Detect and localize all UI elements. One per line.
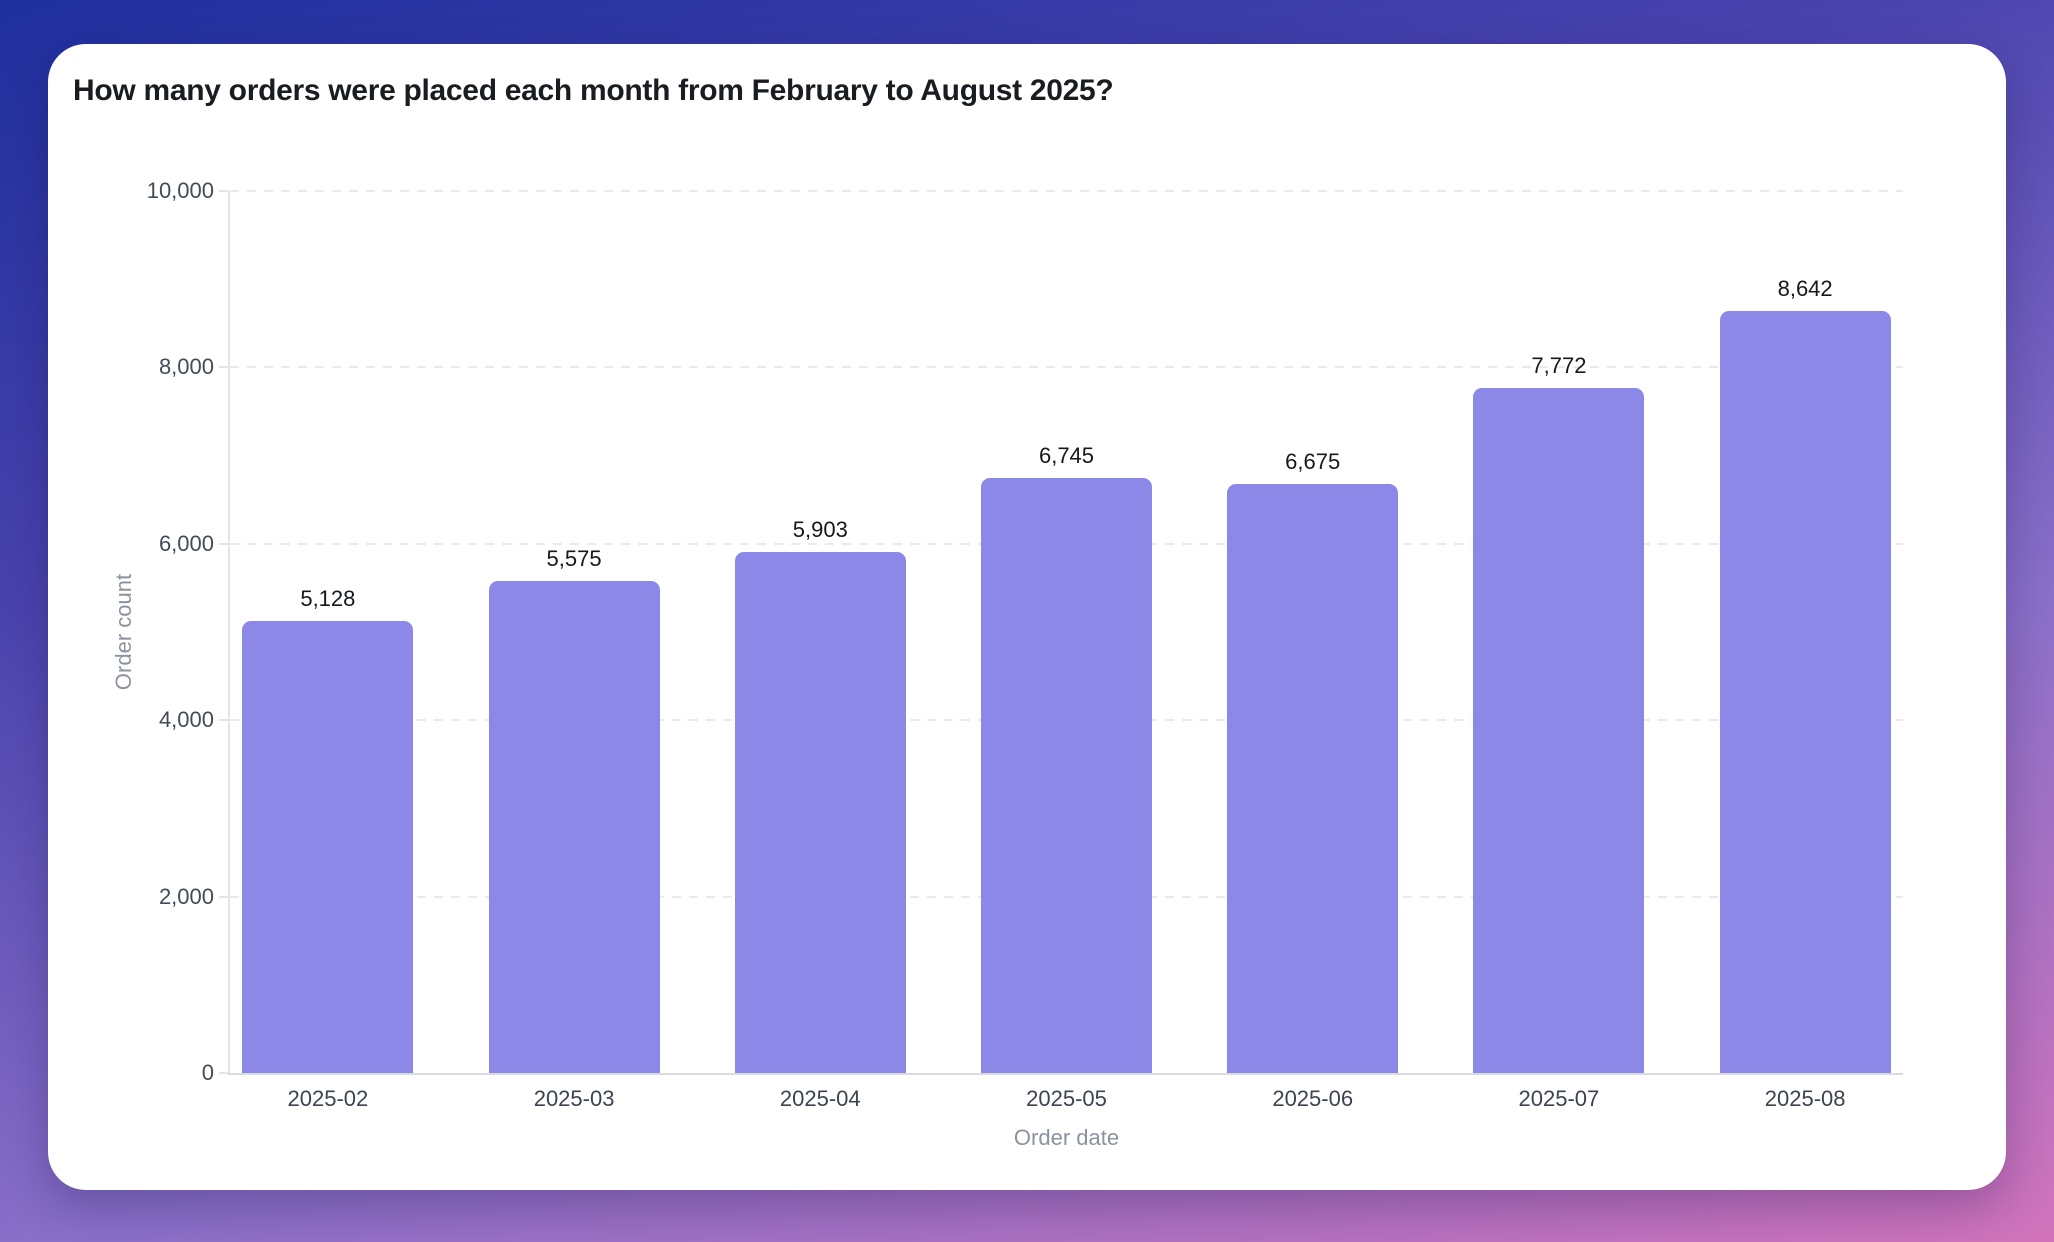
y-tick-label: 10,000: [146, 178, 214, 203]
y-tick-mark: [219, 1072, 228, 1074]
x-tick-label: 2025-08: [1764, 1086, 1846, 1111]
y-tick-mark: [219, 719, 228, 722]
bar-value-label: 7,772: [1531, 352, 1587, 378]
y-tick-label: 0: [201, 1060, 214, 1085]
x-axis-title: Order date: [1013, 1125, 1120, 1150]
plot-area: Order count Order date 0 2,000 4,000 6,000 8…: [111, 178, 1903, 1150]
y-axis-line: [228, 191, 230, 1074]
bar-value-label: 8,642: [1777, 275, 1833, 301]
bar-2025-05: [980, 478, 1153, 1073]
x-tick-label: 2025-03: [533, 1086, 615, 1111]
y-tick-mark: [219, 542, 228, 545]
bar-value-label: 6,675: [1285, 449, 1341, 475]
y-tick-label: 4,000: [158, 707, 214, 733]
x-axis-line: [228, 1073, 1903, 1075]
bar-2025-03: [488, 581, 660, 1073]
bar-value-label: 6,745: [1038, 443, 1095, 469]
y-gridline: [230, 366, 1903, 369]
bar-value-label: 5,128: [300, 585, 356, 611]
x-tick-label: 2025-02: [287, 1086, 369, 1111]
y-gridline: [230, 190, 1903, 192]
x-tick-label: 2025-07: [1518, 1086, 1600, 1111]
bar-2025-07: [1473, 387, 1645, 1073]
bar-2025-06: [1227, 484, 1399, 1073]
bar-2025-04: [734, 552, 906, 1073]
chart-title: How many orders were placed each month f…: [73, 74, 1114, 107]
bar-value-label: 5,903: [792, 517, 848, 543]
y-tick-label: 2,000: [158, 883, 214, 909]
y-tick-label: 8,000: [158, 354, 214, 380]
x-tick-label: 2025-04: [779, 1086, 861, 1111]
y-axis-title: Order count: [111, 573, 136, 691]
y-tick-label: 6,000: [158, 530, 214, 556]
bar-value-label: 5,575: [546, 546, 602, 572]
bar-2025-02: [242, 620, 414, 1073]
bar-2025-08: [1719, 310, 1891, 1073]
x-tick-label: 2025-05: [1026, 1086, 1107, 1111]
y-tick-mark: [219, 366, 228, 369]
y-tick-mark: [219, 895, 228, 898]
y-tick-mark: [219, 190, 228, 192]
chart-card: How many orders were placed each month f…: [48, 44, 2006, 1190]
x-tick-label: 2025-06: [1272, 1086, 1354, 1111]
